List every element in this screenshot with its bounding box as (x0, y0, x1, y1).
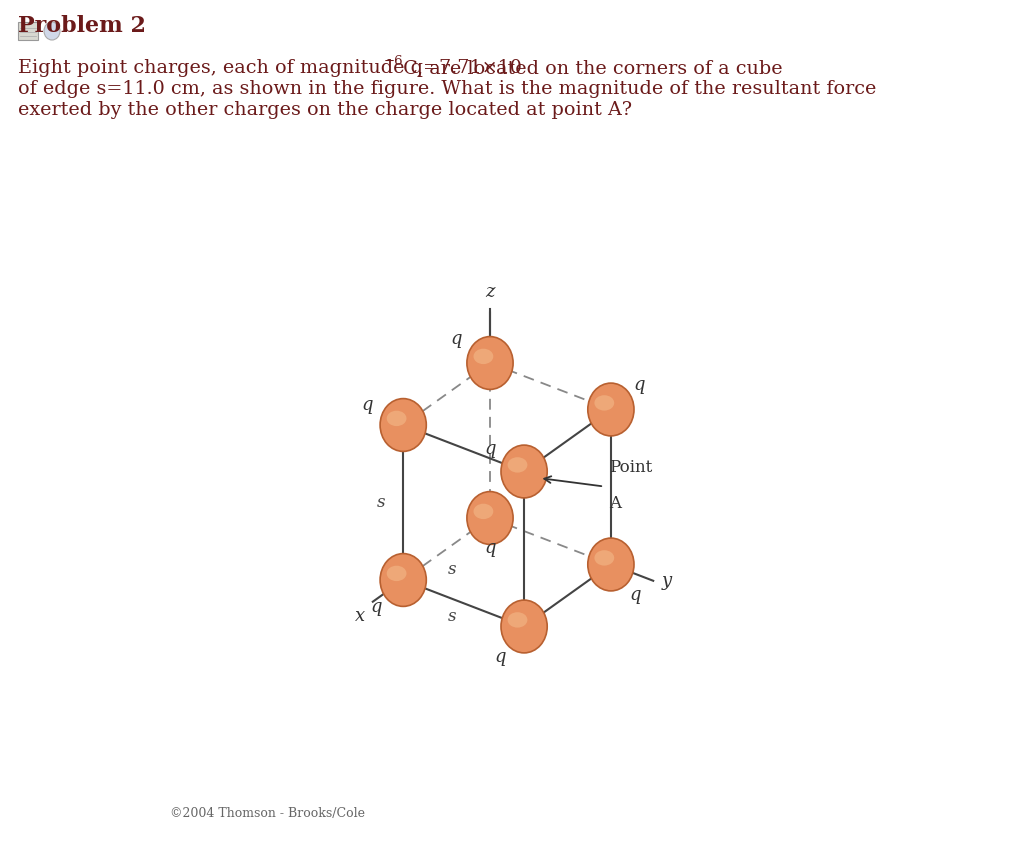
Ellipse shape (387, 566, 407, 581)
Text: of edge s=11.0 cm, as shown in the figure. What is the magnitude of the resultan: of edge s=11.0 cm, as shown in the figur… (18, 80, 877, 98)
Ellipse shape (594, 550, 614, 566)
Text: y: y (662, 572, 672, 589)
Text: Point: Point (609, 460, 652, 477)
Text: q: q (484, 440, 496, 459)
Ellipse shape (501, 445, 547, 498)
Ellipse shape (380, 399, 426, 451)
Text: z: z (485, 282, 495, 301)
Ellipse shape (380, 554, 426, 606)
Text: x: x (354, 606, 365, 625)
Text: q: q (361, 396, 373, 414)
Ellipse shape (473, 349, 494, 364)
Text: q: q (629, 585, 641, 604)
Ellipse shape (508, 457, 527, 472)
Text: ©2004 Thomson - Brooks/Cole: ©2004 Thomson - Brooks/Cole (170, 807, 365, 820)
Text: exerted by the other charges on the charge located at point A?: exerted by the other charges on the char… (18, 101, 632, 119)
Text: −6: −6 (384, 55, 403, 68)
Ellipse shape (508, 612, 527, 628)
Text: s: s (377, 494, 385, 511)
Text: Problem 2: Problem 2 (18, 15, 146, 37)
Text: s: s (447, 608, 456, 625)
Text: q: q (633, 377, 645, 394)
Ellipse shape (44, 22, 60, 40)
Text: A: A (609, 494, 622, 511)
Ellipse shape (588, 383, 634, 436)
Text: C, are located on the corners of a cube: C, are located on the corners of a cube (396, 59, 782, 77)
Ellipse shape (467, 492, 513, 544)
Text: s: s (447, 561, 456, 578)
Bar (18, 22, 38, 40)
Ellipse shape (467, 337, 513, 389)
Ellipse shape (594, 395, 614, 410)
Ellipse shape (387, 410, 407, 426)
Ellipse shape (501, 600, 547, 653)
Text: q: q (484, 539, 496, 557)
Ellipse shape (473, 504, 494, 519)
Ellipse shape (588, 538, 634, 591)
Text: Eight point charges, each of magnitude q=7.71×10: Eight point charges, each of magnitude q… (18, 59, 522, 77)
Text: q: q (371, 598, 382, 616)
Text: q: q (495, 648, 506, 666)
Text: q: q (451, 330, 462, 348)
